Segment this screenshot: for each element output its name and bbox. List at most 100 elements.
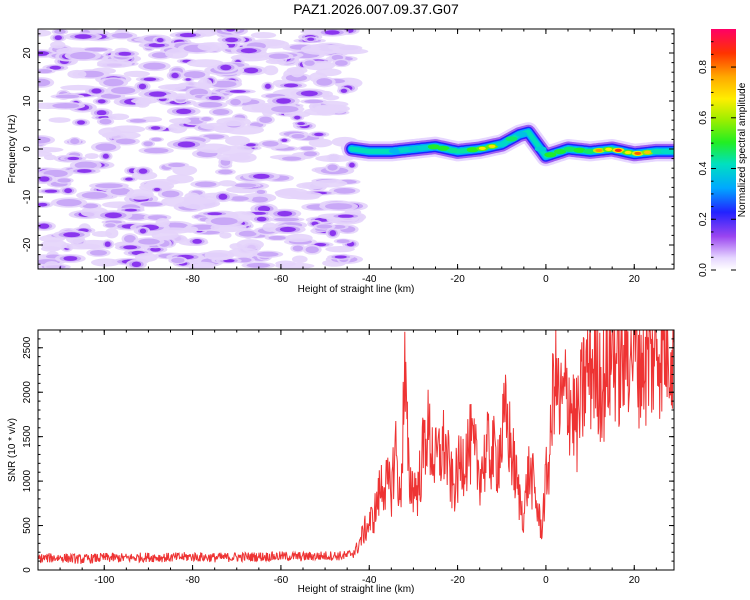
noise-blob-peak <box>329 230 337 237</box>
y-tick-label: 20 <box>22 47 33 59</box>
signal-hotspot <box>505 136 518 142</box>
noise-blob-peak <box>276 98 291 104</box>
noise-blob <box>183 226 199 233</box>
noise-blob-peak <box>64 188 73 194</box>
noise-blob-core <box>140 201 163 207</box>
noise-blob-peak <box>176 108 192 114</box>
signal-hotspot <box>515 131 528 137</box>
signal-hotspot-peak <box>488 144 496 148</box>
signal-hotspot-peak <box>478 146 486 151</box>
signal-hotspot <box>398 147 411 153</box>
noise-blob <box>151 230 179 240</box>
noise-blob <box>38 29 52 37</box>
noise-blob-peak <box>38 202 48 207</box>
noise-blob-core <box>304 60 315 66</box>
noise-blob <box>250 31 277 39</box>
noise-blob <box>197 42 229 52</box>
noise-blob-peak <box>38 223 50 229</box>
noise-blob-core <box>316 224 333 229</box>
noise-blob-core <box>52 103 80 109</box>
noise-blob <box>315 154 354 163</box>
colorbar-tick-label: 0.8 <box>698 60 709 74</box>
noise-blob <box>197 78 213 89</box>
signal-hotspot-peak <box>614 148 622 152</box>
noise-blob-peak <box>294 115 301 120</box>
signal-hotspot <box>437 145 450 151</box>
noise-blob-core <box>110 87 136 94</box>
noise-blob-core <box>143 62 166 70</box>
noise-blob <box>166 174 194 184</box>
noise-blob-peak <box>102 153 109 159</box>
x-tick-label: -40 <box>362 575 377 586</box>
signal-hotspot <box>554 148 567 155</box>
noise-blob-core <box>110 187 131 196</box>
noise-blob <box>50 41 66 49</box>
signal-hotspot-peak <box>595 148 603 153</box>
y-tick-label: 1500 <box>22 425 33 448</box>
noise-blob-peak <box>139 228 147 234</box>
noise-blob-peak <box>279 226 296 232</box>
noise-blob-peak <box>39 176 50 182</box>
x-tick-label: 20 <box>629 575 641 586</box>
snr-frame <box>37 329 675 571</box>
noise-blob-core <box>151 137 162 142</box>
x-tick-label: -40 <box>362 274 377 285</box>
noise-blob-core <box>335 60 348 66</box>
spectrogram-x-ticks: -100 -80 -60 -40 -20 0 20 <box>37 29 657 285</box>
noise-blob <box>265 58 285 65</box>
noise-blob-peak <box>67 156 80 161</box>
signal-hotspot <box>466 147 479 153</box>
noise-blob-core <box>56 198 82 207</box>
noise-blob-core <box>129 118 147 123</box>
spectrogram-noise-blobs <box>38 29 369 269</box>
noise-blob-core <box>305 246 319 254</box>
noise-blob <box>300 44 340 55</box>
noise-blob <box>38 151 53 157</box>
noise-blob <box>216 117 251 127</box>
noise-blob-core <box>333 187 356 194</box>
y-tick-label: 0 <box>22 567 33 573</box>
noise-blob-peak <box>123 245 138 250</box>
noise-blob-core <box>218 169 233 175</box>
noise-blob-core <box>70 51 96 60</box>
spectrogram-xlabel: Height of straight line (km) <box>298 284 415 295</box>
noise-blob-peak <box>277 210 293 217</box>
snr-xlabel: Height of straight line (km) <box>298 584 415 595</box>
signal-hotspot <box>651 148 664 154</box>
noise-blob-peak <box>253 173 270 179</box>
noise-blob-peak <box>314 132 324 137</box>
noise-blob-core <box>143 147 169 154</box>
noise-blob-core <box>70 138 80 145</box>
noise-blob-core <box>115 138 136 145</box>
snr-x-ticks: -100 -80 -60 -40 -20 0 20 <box>37 330 657 586</box>
noise-blob-core <box>203 134 225 140</box>
noise-blob-peak <box>77 120 86 125</box>
noise-blob <box>48 117 71 123</box>
signal-hotspot-peak <box>634 151 642 156</box>
noise-blob-core <box>238 230 257 237</box>
signal-hotspot <box>563 146 576 152</box>
noise-blob-core <box>327 164 338 171</box>
noise-blob <box>40 246 61 252</box>
x-tick-label: -20 <box>450 575 465 586</box>
noise-blob-core <box>194 181 217 188</box>
noise-blob-peak <box>264 83 271 89</box>
noise-blob-peak <box>307 37 315 41</box>
noise-blob-core <box>229 196 249 201</box>
noise-blob-core <box>161 190 180 198</box>
signal-hotspot <box>418 145 431 151</box>
spectrogram-ylabel: Frequency (Hz) <box>7 115 18 184</box>
noise-blob-peak <box>240 48 257 54</box>
noise-blob <box>236 239 264 250</box>
noise-blob-peak <box>171 72 179 79</box>
noise-blob-peak <box>192 239 202 244</box>
noise-blob-core <box>89 249 107 256</box>
noise-blob <box>123 70 151 78</box>
noise-blob-core <box>57 178 71 183</box>
noise-blob-peak <box>131 261 142 268</box>
signal-hotspot-peak <box>624 150 632 155</box>
y-tick-label: 1000 <box>22 470 33 493</box>
noise-blob-peak <box>104 212 122 219</box>
noise-blob-peak <box>49 65 62 70</box>
noise-blob-peak <box>218 193 228 200</box>
